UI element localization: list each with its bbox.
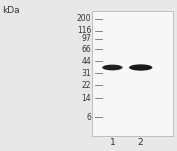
- Text: 14: 14: [82, 94, 91, 103]
- Ellipse shape: [129, 64, 152, 71]
- Text: 1: 1: [110, 138, 116, 147]
- Text: 97: 97: [81, 34, 91, 43]
- Text: 2: 2: [137, 138, 143, 147]
- Text: 44: 44: [81, 57, 91, 66]
- Text: 116: 116: [77, 26, 91, 35]
- Text: 6: 6: [86, 112, 91, 122]
- Text: 22: 22: [82, 81, 91, 90]
- Text: kDa: kDa: [2, 6, 19, 15]
- Text: 200: 200: [77, 14, 91, 23]
- FancyBboxPatch shape: [92, 11, 173, 136]
- Ellipse shape: [102, 65, 122, 70]
- Text: 66: 66: [81, 45, 91, 54]
- Text: 31: 31: [82, 69, 91, 78]
